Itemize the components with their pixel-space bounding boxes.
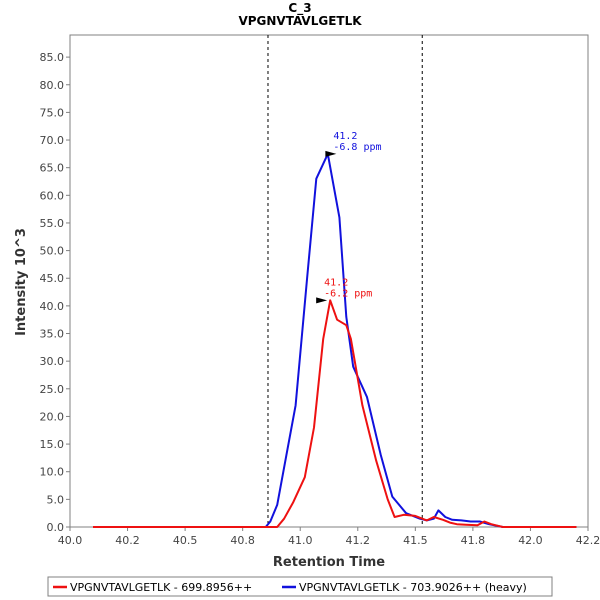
- peak-ppm-label: -6.2 ppm: [324, 288, 372, 299]
- y-axis-label: Intensity 10^3: [14, 228, 29, 336]
- x-tick-label: 40.8: [230, 534, 255, 547]
- peak-marker: [325, 150, 337, 157]
- peak-rt-label: 41.2: [333, 131, 357, 142]
- y-tick-label: 60.0: [40, 189, 65, 202]
- plot-area: [69, 34, 589, 528]
- series-layer: [93, 152, 577, 528]
- y-tick-label: 0.0: [47, 521, 65, 534]
- y-tick-label: 55.0: [40, 217, 65, 230]
- chart-title: C_3: [288, 1, 311, 16]
- y-axis-ticks: 0.0 5.0 10.0 15.0 20.0 25.0 30.0 35.0 40.0 45.0 50…: [40, 51, 70, 534]
- legend-label-light: VPGNVTAVLGETLK - 699.8956++: [70, 581, 252, 594]
- y-tick-label: 75.0: [40, 106, 65, 119]
- y-tick-label: 5.0: [47, 493, 65, 506]
- y-tick-label: 65.0: [40, 162, 65, 175]
- chart-subtitle: VPGNVTAVLGETLK: [238, 14, 362, 28]
- peak-marker: [316, 297, 328, 304]
- peak-ppm-label: -6.8 ppm: [333, 142, 381, 153]
- x-tick-label: 41.5: [403, 534, 428, 547]
- peak-rt-label: 41.2: [324, 277, 348, 288]
- y-tick-label: 30.0: [40, 355, 65, 368]
- legend: VPGNVTAVLGETLK - 699.8956++ VPGNVTAVLGET…: [47, 576, 553, 597]
- y-tick-label: 20.0: [40, 410, 65, 423]
- y-tick-label: 70.0: [40, 134, 65, 147]
- y-tick-label: 35.0: [40, 328, 65, 341]
- x-tick-label: 41.0: [288, 534, 313, 547]
- legend-label-heavy: VPGNVTAVLGETLK - 703.9026++ (heavy): [299, 581, 527, 594]
- series-line-heavy: [93, 152, 577, 528]
- x-tick-label: 40.0: [58, 534, 83, 547]
- legend-box: [47, 576, 553, 597]
- x-axis-ticks: 40.0 40.2 40.5 40.8 41.0 41.2 41.5 41.8 42.0 42.2: [58, 527, 600, 547]
- x-tick-label: 40.5: [173, 534, 198, 547]
- peak-boundaries: [267, 35, 423, 527]
- y-tick-label: 15.0: [40, 438, 65, 451]
- x-tick-label: 40.2: [115, 534, 140, 547]
- y-tick-label: 85.0: [40, 51, 65, 64]
- y-tick-label: 40.0: [40, 300, 65, 313]
- y-tick-label: 80.0: [40, 79, 65, 92]
- y-tick-label: 10.0: [40, 466, 65, 479]
- y-tick-label: 50.0: [40, 245, 65, 258]
- y-tick-label: 25.0: [40, 383, 65, 396]
- x-tick-label: 41.8: [461, 534, 486, 547]
- x-tick-label: 42.0: [518, 534, 543, 547]
- x-axis-label: Retention Time: [273, 555, 385, 570]
- series-line-light: [93, 299, 577, 528]
- x-tick-label: 42.2: [576, 534, 600, 547]
- y-tick-label: 45.0: [40, 272, 65, 285]
- x-tick-label: 41.2: [346, 534, 371, 547]
